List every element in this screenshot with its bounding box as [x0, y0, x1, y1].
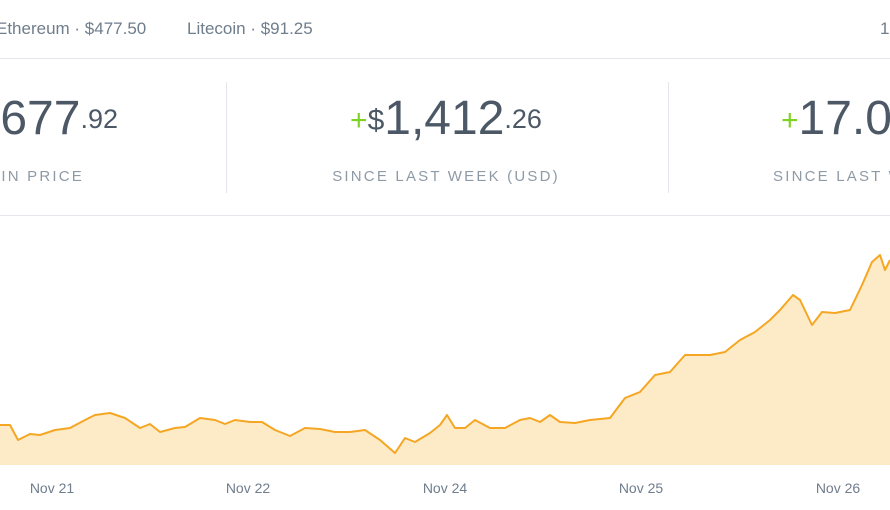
stat-whole: 17.0 [799, 92, 890, 145]
line [0, 254, 890, 454]
stat-sign: + [350, 104, 368, 137]
stat-fraction: .26 [504, 104, 542, 134]
area [0, 255, 890, 465]
ticker[interactable]: 1 [880, 19, 889, 38]
stat-label: SINCE LAST W [773, 168, 890, 185]
x-tick-label: Nov 26 [816, 480, 861, 496]
x-tick-label: Nov 22 [226, 480, 271, 496]
stat-label: SINCE LAST WEEK (USD) [332, 168, 560, 185]
stat-currency: $ [368, 104, 385, 137]
stat-whole: 1,412 [384, 92, 504, 145]
stat-value: 677.92 [0, 92, 118, 145]
x-tick-label: Nov 25 [619, 480, 664, 496]
stat-value: +17.0 [781, 92, 890, 145]
stat-sign: + [781, 104, 799, 137]
stat-value: +$1,412.26 [350, 92, 542, 145]
stat-label: IN PRICE [1, 168, 84, 185]
stat-whole: 677 [0, 92, 80, 145]
ticker[interactable]: Ethereum · $477.50 [0, 19, 146, 38]
x-tick-label: Nov 24 [423, 480, 468, 496]
x-tick-label: Nov 21 [30, 480, 75, 496]
ticker[interactable]: Litecoin · $91.25 [187, 19, 313, 38]
stat-fraction: .92 [80, 104, 118, 134]
